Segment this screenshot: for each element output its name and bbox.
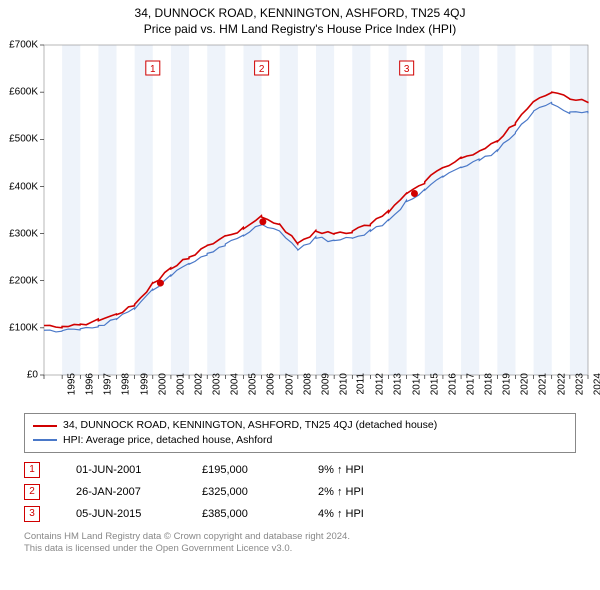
x-tick-label: 2019 xyxy=(501,373,512,395)
sale-date: 05-JUN-2015 xyxy=(76,508,166,520)
sale-hpi: 4% ↑ HPI xyxy=(318,508,576,520)
x-tick-label: 2006 xyxy=(266,373,277,395)
y-tick-label: £400K xyxy=(9,181,38,192)
x-tick-label: 1999 xyxy=(139,373,150,395)
x-tick-label: 1995 xyxy=(66,373,77,395)
y-tick-label: £200K xyxy=(9,275,38,286)
x-tick-label: 2003 xyxy=(211,373,222,395)
sale-hpi: 2% ↑ HPI xyxy=(318,486,576,498)
y-tick-label: £300K xyxy=(9,228,38,239)
x-tick-label: 2016 xyxy=(447,373,458,395)
x-tick-label: 2018 xyxy=(483,373,494,395)
x-tick-label: 1998 xyxy=(121,373,132,395)
sale-hpi: 9% ↑ HPI xyxy=(318,464,576,476)
x-tick-label: 2014 xyxy=(411,373,422,395)
y-tick-label: £500K xyxy=(9,134,38,145)
sale-price: £195,000 xyxy=(202,464,282,476)
x-tick-label: 2022 xyxy=(556,373,567,395)
y-tick-label: £0 xyxy=(27,370,38,381)
legend: 34, DUNNOCK ROAD, KENNINGTON, ASHFORD, T… xyxy=(24,413,576,452)
x-tick-label: 2004 xyxy=(229,373,240,395)
x-tick-label: 2008 xyxy=(302,373,313,395)
x-tick-label: 1996 xyxy=(84,373,95,395)
title-line-1: 34, DUNNOCK ROAD, KENNINGTON, ASHFORD, T… xyxy=(0,6,600,22)
sales-row: 3 05-JUN-2015 £385,000 4% ↑ HPI xyxy=(24,503,576,525)
y-axis: £0£100K£200K£300K£400K£500K£600K£700K xyxy=(0,45,40,375)
x-tick-label: 2013 xyxy=(393,373,404,395)
legend-swatch xyxy=(33,439,57,441)
sale-date: 01-JUN-2001 xyxy=(76,464,166,476)
x-tick-label: 2010 xyxy=(338,373,349,395)
chart-container: 34, DUNNOCK ROAD, KENNINGTON, ASHFORD, T… xyxy=(0,0,600,590)
x-tick-label: 2012 xyxy=(375,373,386,395)
x-tick-label: 2015 xyxy=(429,373,440,395)
x-tick-label: 2023 xyxy=(574,373,585,395)
svg-text:1: 1 xyxy=(150,64,156,75)
title-block: 34, DUNNOCK ROAD, KENNINGTON, ASHFORD, T… xyxy=(0,0,600,37)
y-tick-label: £100K xyxy=(9,323,38,334)
sales-row: 2 26-JAN-2007 £325,000 2% ↑ HPI xyxy=(24,481,576,503)
sale-price: £325,000 xyxy=(202,486,282,498)
y-tick-label: £600K xyxy=(9,87,38,98)
chart-plot-area: £0£100K£200K£300K£400K£500K£600K£700K 12… xyxy=(44,45,588,375)
legend-label: 34, DUNNOCK ROAD, KENNINGTON, ASHFORD, T… xyxy=(63,418,437,433)
x-tick-label: 2007 xyxy=(284,373,295,395)
svg-text:2: 2 xyxy=(259,64,265,75)
x-tick-label: 2020 xyxy=(520,373,531,395)
sale-marker-icon: 1 xyxy=(24,462,40,478)
x-tick-label: 2021 xyxy=(538,373,549,395)
x-tick-label: 2017 xyxy=(465,373,476,395)
x-tick-label: 2009 xyxy=(320,373,331,395)
x-axis: 1995 1996 1997 1998 1999 2000 2001 2002 2003 2004… xyxy=(44,375,588,409)
x-tick-label: 2005 xyxy=(248,373,259,395)
x-tick-label: 2001 xyxy=(175,373,186,395)
x-tick-label: 2002 xyxy=(193,373,204,395)
sale-marker-icon: 3 xyxy=(24,506,40,522)
legend-label: HPI: Average price, detached house, Ashf… xyxy=(63,433,272,448)
footer-line-1: Contains HM Land Registry data © Crown c… xyxy=(24,531,576,543)
chart-svg: 1 2 3 xyxy=(44,45,588,375)
x-tick-label: 2024 xyxy=(592,373,600,395)
x-tick-label: 2000 xyxy=(157,373,168,395)
svg-text:3: 3 xyxy=(404,64,410,75)
title-line-2: Price paid vs. HM Land Registry's House … xyxy=(0,22,600,38)
x-tick-label: 2011 xyxy=(356,373,367,395)
legend-item: 34, DUNNOCK ROAD, KENNINGTON, ASHFORD, T… xyxy=(33,418,567,433)
legend-swatch xyxy=(33,425,57,427)
footer: Contains HM Land Registry data © Crown c… xyxy=(24,531,576,556)
sales-table: 1 01-JUN-2001 £195,000 9% ↑ HPI 2 26-JAN-2007… xyxy=(24,459,576,525)
y-tick-label: £700K xyxy=(9,40,38,51)
sale-price: £385,000 xyxy=(202,508,282,520)
sale-marker-icon: 2 xyxy=(24,484,40,500)
legend-item: HPI: Average price, detached house, Ashf… xyxy=(33,433,567,448)
x-tick-label: 1997 xyxy=(103,373,114,395)
sale-date: 26-JAN-2007 xyxy=(76,486,166,498)
footer-line-2: This data is licensed under the Open Gov… xyxy=(24,543,576,555)
sales-row: 1 01-JUN-2001 £195,000 9% ↑ HPI xyxy=(24,459,576,481)
